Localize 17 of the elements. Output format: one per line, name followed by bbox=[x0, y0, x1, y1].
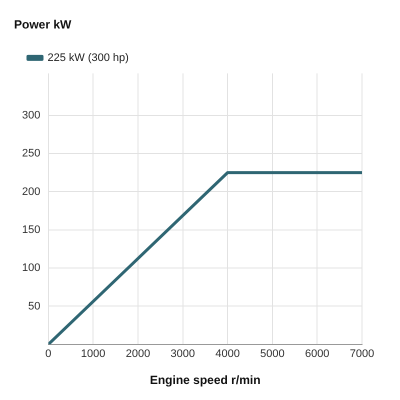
x-tick-label: 7000 bbox=[350, 348, 374, 360]
x-tick-label: 2000 bbox=[126, 348, 150, 360]
x-tick-label: 5000 bbox=[260, 348, 285, 360]
y-tick-label: 200 bbox=[22, 186, 40, 198]
y-tick-label: 150 bbox=[22, 224, 40, 236]
x-axis-title: Engine speed r/min bbox=[150, 373, 261, 388]
x-tick-label: 4000 bbox=[215, 348, 240, 360]
x-tick-label: 1000 bbox=[80, 348, 106, 360]
y-tick-label: 100 bbox=[22, 262, 40, 274]
x-tick-label: 0 bbox=[45, 348, 52, 360]
y-axis-title: Power kW bbox=[14, 18, 72, 32]
x-tick-label: 6000 bbox=[304, 348, 330, 360]
legend-label: 225 kW (300 hp) bbox=[48, 52, 129, 64]
y-tick-label: 50 bbox=[28, 300, 40, 312]
x-tick-label: 3000 bbox=[170, 348, 196, 360]
y-tick-label: 300 bbox=[22, 109, 40, 122]
y-tick-label: 250 bbox=[22, 148, 40, 160]
